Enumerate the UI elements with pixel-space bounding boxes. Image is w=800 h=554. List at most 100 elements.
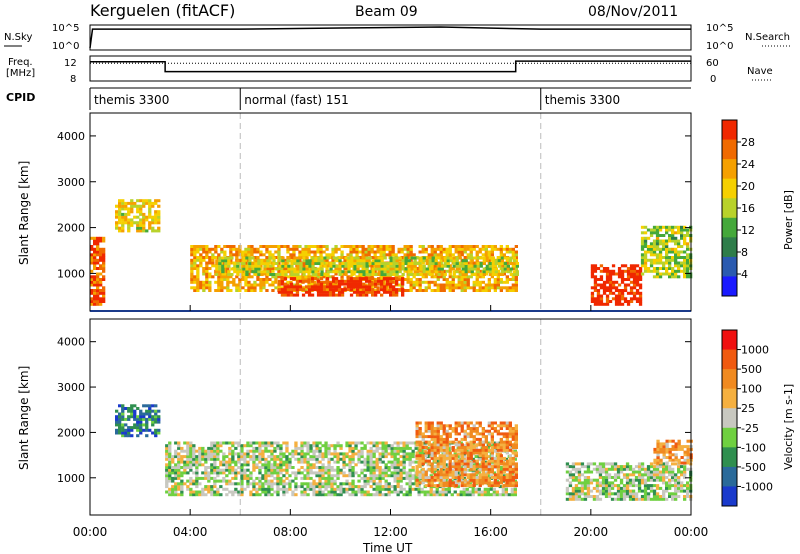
velocity-cell [415, 429, 419, 433]
power-cell [323, 273, 327, 276]
velocity-cell [351, 457, 355, 461]
velocity-cell [366, 468, 370, 472]
velocity-cell [285, 444, 289, 448]
power-cell [241, 278, 245, 281]
velocity-cell [216, 471, 220, 475]
velocity-cell [273, 455, 277, 459]
velocity-cell [240, 452, 244, 456]
power-cell [139, 223, 143, 227]
power-cell [658, 239, 663, 243]
power-cell [494, 273, 498, 276]
velocity-cell [457, 478, 461, 482]
power-cell [431, 259, 435, 263]
velocity-cell [189, 444, 193, 448]
power-cell [395, 256, 399, 260]
power-cell [620, 264, 625, 268]
power-cell [232, 283, 236, 287]
velocity-cell [508, 448, 512, 452]
velocity-cell [285, 449, 289, 453]
velocity-cell [457, 446, 461, 449]
power-cell [310, 250, 314, 254]
power-cell [377, 282, 381, 286]
power-cell [442, 275, 446, 279]
velocity-cell [417, 490, 421, 494]
velocity-cell [384, 441, 388, 445]
velocity-cell [501, 493, 505, 497]
velocity-cell [514, 443, 518, 447]
power-cell [455, 259, 459, 263]
velocity-cell [258, 485, 262, 489]
power-cell [454, 247, 458, 251]
velocity-cell [378, 479, 382, 483]
power-cell [620, 280, 625, 284]
velocity-cell [204, 449, 208, 453]
power-cell [434, 273, 438, 276]
velocity-cell [375, 482, 379, 486]
power-cell [590, 286, 595, 290]
power-cell [388, 250, 392, 254]
velocity-cell [240, 490, 244, 494]
velocity-cell [436, 451, 440, 455]
power-cell [494, 262, 498, 265]
power-cell [298, 283, 302, 287]
power-cell [352, 272, 356, 276]
velocity-cell [339, 444, 343, 448]
velocity-cell [499, 448, 503, 452]
velocity-cell [472, 459, 476, 463]
power-cell [205, 269, 209, 273]
power-cell [367, 253, 371, 257]
power-cell [494, 270, 498, 274]
power-cell [139, 226, 143, 230]
power-cell [509, 262, 513, 265]
velocity-cell [154, 412, 158, 416]
velocity-cell [493, 462, 497, 466]
power-cell [353, 259, 357, 263]
velocity-cell [508, 478, 512, 482]
power-cell [505, 286, 509, 290]
power-cell [307, 280, 311, 284]
velocity-cell [201, 471, 205, 475]
power-cell [683, 250, 687, 254]
velocity-cell [192, 460, 196, 464]
power-cell [102, 275, 106, 279]
power-cell [422, 259, 426, 263]
velocity-cell [436, 448, 440, 452]
power-cell [626, 291, 631, 295]
velocity-cell [246, 452, 250, 456]
velocity-cell [363, 482, 367, 486]
velocity-cell [201, 446, 205, 450]
power-cell [99, 300, 103, 303]
power-cell [470, 256, 474, 260]
power-cell [313, 245, 317, 248]
power-cell [482, 270, 486, 274]
power-cell [283, 267, 287, 270]
velocity-cell [306, 493, 310, 497]
power-cell [484, 247, 488, 251]
power-cell [130, 201, 134, 205]
power-cell [335, 259, 339, 263]
velocity-cell [121, 415, 125, 419]
velocity-cell [139, 423, 143, 427]
power-cell [370, 286, 374, 290]
power-cell [199, 261, 203, 265]
velocity-cell [384, 449, 388, 453]
velocity-cell [342, 460, 346, 464]
velocity-cell [430, 424, 434, 428]
velocity-cell [490, 437, 494, 441]
velocity-cell [384, 444, 388, 448]
power-cell [599, 302, 604, 306]
power-cell [154, 218, 158, 222]
power-cell [452, 264, 456, 268]
velocity-cell [417, 452, 421, 456]
power-cell [304, 247, 308, 251]
velocity-cell [483, 493, 487, 497]
velocity-cell [411, 482, 415, 486]
velocity-cell [478, 454, 482, 458]
power-cell [257, 259, 261, 263]
power-cell [190, 275, 194, 279]
velocity-cell [499, 478, 503, 482]
velocity-cell [441, 490, 445, 494]
power-cell [395, 288, 399, 292]
power-cell [409, 258, 413, 262]
velocity-cell [315, 444, 319, 448]
